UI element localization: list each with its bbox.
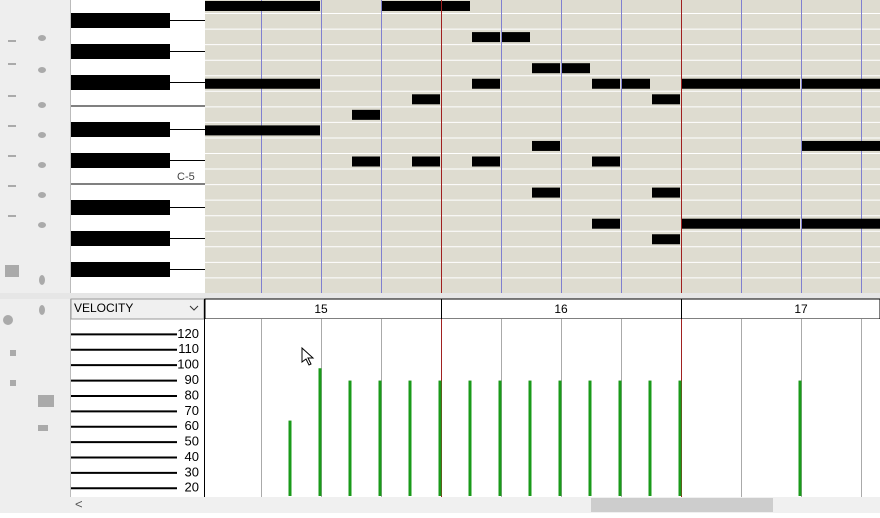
tool-icons: [3, 35, 54, 431]
note[interactable]: [652, 234, 680, 245]
note[interactable]: [802, 140, 880, 151]
note[interactable]: [652, 187, 680, 198]
y-tick-label: 110: [178, 341, 199, 356]
note[interactable]: [592, 78, 620, 89]
toolbar: [0, 0, 70, 513]
note[interactable]: [442, 1, 470, 11]
velocity-bar[interactable]: [318, 368, 322, 496]
black-key: [71, 44, 170, 59]
measure-label: 16: [554, 302, 568, 316]
note[interactable]: [682, 218, 800, 229]
note[interactable]: [472, 156, 500, 167]
velocity-bar[interactable]: [468, 380, 472, 496]
note[interactable]: [592, 156, 620, 167]
dropdown-arrow[interactable]: [189, 305, 199, 311]
y-tick-label: 40: [185, 449, 199, 464]
note[interactable]: [652, 94, 680, 105]
note[interactable]: [592, 218, 620, 229]
black-key: [71, 13, 170, 28]
measure-label: 17: [794, 302, 808, 316]
note[interactable]: [412, 94, 440, 105]
ruler: [204, 298, 880, 320]
y-tick-label: 50: [185, 434, 199, 449]
velocity-bar[interactable]: [558, 380, 562, 496]
velocity-bar[interactable]: [498, 380, 502, 496]
note[interactable]: [532, 140, 560, 151]
y-tick-label: 60: [185, 418, 199, 433]
note[interactable]: [562, 63, 590, 74]
scroll-left[interactable]: <: [75, 496, 83, 511]
note[interactable]: [205, 125, 320, 136]
velocity-bar[interactable]: [648, 380, 652, 496]
note[interactable]: [382, 1, 441, 11]
y-tick-label: 90: [185, 372, 199, 387]
velocity-bar[interactable]: [528, 380, 532, 496]
scroll-thumb[interactable]: [591, 498, 773, 512]
note[interactable]: [802, 78, 880, 89]
note[interactable]: [682, 78, 800, 89]
mouse-cursor: [301, 346, 315, 366]
note[interactable]: [205, 1, 320, 11]
velocity-lane: [205, 319, 880, 497]
velocity-bar[interactable]: [588, 380, 592, 496]
velocity-bar[interactable]: [378, 380, 382, 496]
velocity-bar[interactable]: [288, 420, 292, 496]
velocity-bar[interactable]: [678, 380, 682, 496]
note[interactable]: [472, 32, 500, 43]
y-tick-label: 70: [185, 403, 199, 418]
y-tick-label: 80: [185, 387, 199, 402]
note[interactable]: [802, 218, 880, 229]
note[interactable]: [205, 78, 320, 89]
black-key: [71, 75, 170, 90]
note[interactable]: [532, 187, 560, 198]
velocity-bar[interactable]: [798, 380, 802, 496]
black-key: [71, 262, 170, 277]
y-tick-label: 100: [177, 357, 199, 372]
splitter[interactable]: [0, 293, 880, 299]
note[interactable]: [622, 78, 650, 89]
note[interactable]: [352, 109, 380, 120]
velocity-bar[interactable]: [348, 380, 352, 496]
piano-keys: [71, 0, 205, 293]
y-tick-label: 30: [185, 464, 199, 479]
velocity-bar[interactable]: [408, 380, 412, 496]
black-key: [71, 122, 170, 137]
note[interactable]: [472, 78, 500, 89]
note[interactable]: [532, 63, 560, 74]
note[interactable]: [502, 32, 530, 43]
lane-selector-label[interactable]: VELOCITY: [74, 301, 133, 315]
black-key: [71, 200, 170, 215]
velocity-bar[interactable]: [618, 380, 622, 496]
key-label: C-5: [177, 171, 195, 183]
measure-label: 15: [314, 302, 328, 316]
black-key: [71, 153, 170, 168]
velocity-bar[interactable]: [438, 380, 442, 496]
note[interactable]: [352, 156, 380, 167]
y-tick-label: 20: [185, 480, 199, 495]
note[interactable]: [412, 156, 440, 167]
y-tick-label: 120: [177, 326, 199, 341]
black-key: [71, 231, 170, 246]
